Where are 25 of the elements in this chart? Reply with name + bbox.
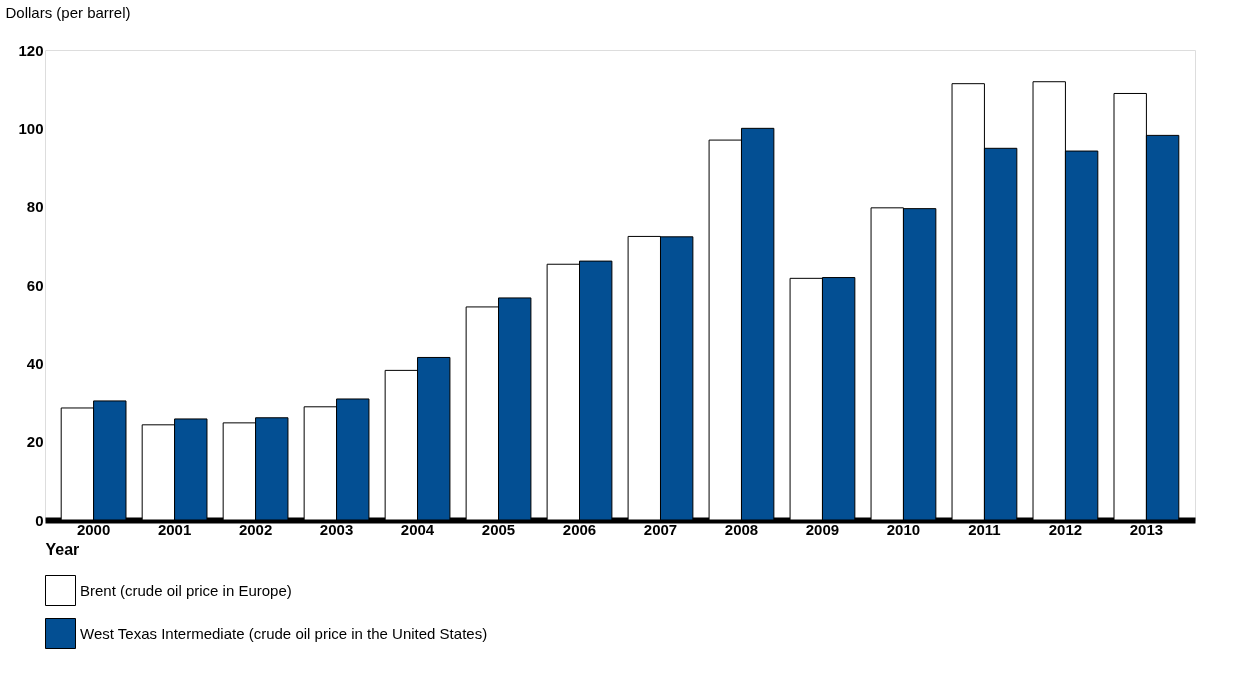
x-tick-label: 2008 — [724, 520, 759, 538]
x-tick-label: 2004 — [400, 520, 435, 538]
x-tick-label: 2001 — [157, 520, 192, 538]
y-tick-label: 60 — [26, 276, 44, 294]
y-tick-label: 0 — [35, 511, 44, 529]
x-tick-label: 2007 — [643, 520, 678, 538]
y-tick-label: 80 — [26, 198, 44, 216]
legend-label: West Texas Intermediate (crude oil price in the United States) — [80, 624, 488, 642]
x-tick-label: 2010 — [886, 520, 921, 538]
x-tick-label: 2006 — [562, 520, 597, 538]
x-tick-label: 2011 — [968, 520, 1001, 538]
y-tick-label: 20 — [26, 433, 44, 451]
x-axis-title: Year — [45, 540, 80, 558]
y-tick-label: 40 — [26, 354, 44, 372]
x-tick-label: 2005 — [481, 520, 516, 538]
x-tick-label: 2000 — [76, 520, 111, 538]
x-tick-label: 2002 — [238, 520, 273, 538]
y-axis-title: Dollars (per barrel) — [5, 3, 131, 21]
x-tick-label: 2009 — [805, 520, 840, 538]
x-tick-label: 2013 — [1129, 520, 1164, 538]
y-tick-label: 100 — [18, 119, 44, 137]
y-tick-label: 120 — [18, 41, 44, 59]
x-tick-label: 2012 — [1048, 520, 1083, 538]
x-tick-label: 2003 — [319, 520, 354, 538]
legend-label: Brent (crude oil price in Europe) — [80, 581, 292, 599]
